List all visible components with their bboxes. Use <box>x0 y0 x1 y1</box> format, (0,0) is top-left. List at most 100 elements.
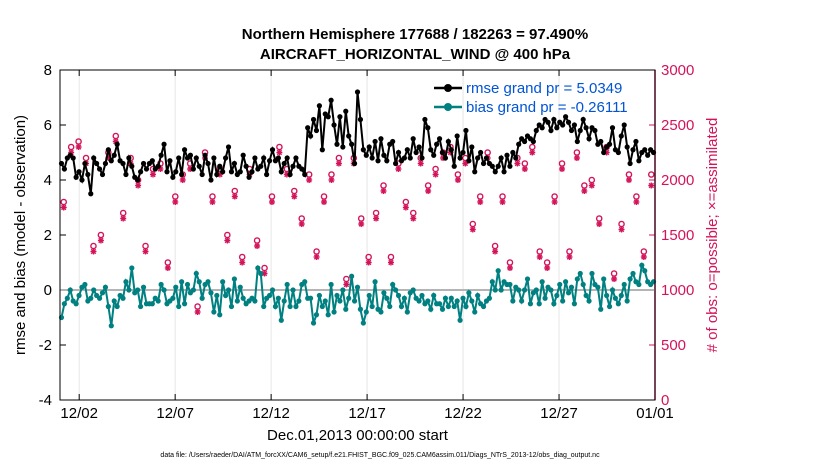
bias-series-line <box>60 262 655 326</box>
x-axis-label: Dec.01,2013 00:00:00 start <box>267 427 449 444</box>
obs-assimilated-point <box>432 171 439 178</box>
rmse-point <box>190 166 196 172</box>
rmse-point <box>214 171 220 178</box>
rmse-point <box>451 163 457 169</box>
rmse-point <box>460 149 466 156</box>
y-right-axis-label: # of obs: o=possible; ×=assimilated <box>704 118 721 353</box>
obs-assimilated-point <box>239 259 246 266</box>
rmse-point <box>563 114 569 120</box>
rmse-point <box>498 155 504 161</box>
obs-possible-point <box>209 193 216 200</box>
rmse-point <box>102 160 109 167</box>
obs-possible-point <box>90 242 97 250</box>
rmse-point <box>489 163 495 169</box>
obs-assimilated-point <box>75 144 82 150</box>
rmse-point <box>469 144 475 150</box>
bias-point <box>390 281 396 288</box>
bias-point <box>76 292 82 299</box>
bias-point <box>184 281 191 288</box>
bias-point <box>378 309 384 315</box>
bias-point <box>428 306 434 312</box>
legend-item-rmse-marker <box>444 84 452 92</box>
obs-possible-point <box>357 215 365 222</box>
rmse-point <box>123 171 129 178</box>
rmse-point <box>583 125 589 131</box>
rmse-point <box>91 155 97 161</box>
rmse-point <box>349 141 355 147</box>
obs-assimilated-point <box>410 215 417 222</box>
obs-assimilated-point <box>335 160 342 167</box>
rmse-point <box>577 127 583 134</box>
bias-point <box>181 301 188 307</box>
rmse-point <box>302 171 308 178</box>
rmse-point <box>507 163 513 169</box>
obs-possible-point <box>528 143 536 151</box>
rmse-point <box>354 89 361 95</box>
obs-possible-point <box>194 303 201 310</box>
bias-point <box>258 270 264 277</box>
obs-assimilated-point <box>328 177 335 183</box>
bias-point <box>475 292 481 299</box>
obs-assimilated-point <box>402 204 409 211</box>
obs-assimilated-point <box>194 309 201 315</box>
y-axis-label: rmse and bias (model - observation) <box>12 115 29 355</box>
bias-point <box>410 287 416 293</box>
rmse-point <box>243 163 249 169</box>
rmse-point <box>126 155 132 161</box>
rmse-point <box>404 147 410 153</box>
obs-possible-point <box>313 248 320 255</box>
obs-assimilated-point <box>172 199 179 205</box>
obs-assimilated-point <box>90 248 97 255</box>
bias-point <box>357 306 364 312</box>
legend-item-rmse-label: rmse grand pr = 5.0349 <box>466 80 622 97</box>
rmse-point <box>96 166 103 172</box>
bias-point <box>636 281 642 288</box>
rmse-point <box>621 122 627 128</box>
rmse-point <box>202 152 208 158</box>
bias-point <box>536 301 542 307</box>
rmse-point <box>331 122 337 128</box>
bias-point <box>193 270 199 277</box>
y-tick-label: 6 <box>44 117 52 134</box>
obs-assimilated-point <box>343 281 350 288</box>
rmse-point <box>548 127 554 134</box>
bias-point <box>328 281 334 288</box>
bias-point <box>99 290 106 296</box>
obs-possible-point <box>424 182 432 189</box>
rmse-point <box>261 155 267 161</box>
bias-point <box>331 309 337 315</box>
obs-possible-point <box>476 193 484 200</box>
rmse-point <box>73 174 79 180</box>
rmse-point <box>246 174 252 180</box>
bias-point <box>445 303 451 310</box>
bias-point <box>64 295 70 301</box>
obs-assimilated-point <box>120 215 127 222</box>
bias-point <box>595 284 601 290</box>
x-tick-label: 12/27 <box>540 405 578 422</box>
obs-possible-point <box>231 187 239 195</box>
x-tick-label: 12/07 <box>156 405 194 422</box>
bias-point <box>521 287 528 293</box>
obs-assimilated-point <box>97 237 104 244</box>
x-tick-label: 12/02 <box>60 405 98 422</box>
bias-point <box>313 312 320 318</box>
bias-point <box>296 298 302 304</box>
rmse-point <box>516 141 522 147</box>
bias-point <box>639 262 645 268</box>
rmse-point <box>293 155 299 161</box>
y-tick-label: -4 <box>39 392 52 409</box>
rmse-point <box>299 166 305 172</box>
bias-point <box>334 292 340 299</box>
bias-point <box>642 268 648 274</box>
rmse-point <box>393 160 399 167</box>
rmse-point <box>264 171 270 178</box>
chart-subtitle: AIRCRAFT_HORIZONTAL_WIND @ 400 hPa <box>259 46 571 63</box>
rmse-point <box>82 160 88 167</box>
rmse-point <box>308 133 314 139</box>
obs-possible-point <box>633 193 640 200</box>
bias-point <box>91 287 97 293</box>
obs-possible-point <box>521 160 529 167</box>
obs-possible-point <box>164 259 172 266</box>
rmse-point <box>105 147 111 153</box>
rmse-point <box>357 116 364 123</box>
